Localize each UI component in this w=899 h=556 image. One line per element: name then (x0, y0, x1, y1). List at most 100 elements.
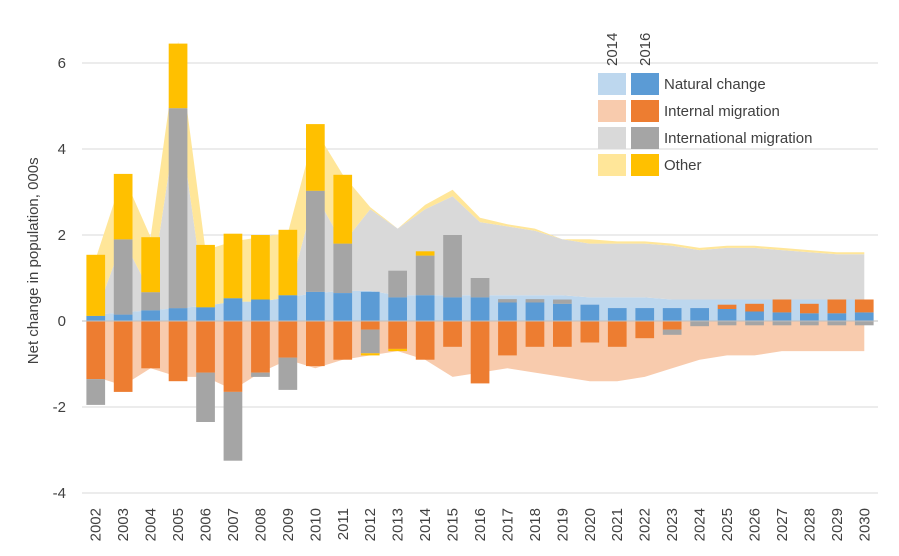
bar-internal-migration (306, 321, 325, 367)
bar-other (113, 173, 133, 240)
legend-year-2014: 2014 (604, 33, 621, 66)
bar-internal-migration (388, 321, 407, 349)
bar-international-migration (772, 321, 792, 326)
legend-swatch-2016 (631, 73, 659, 95)
x-tick-label: 2011 (335, 508, 352, 540)
bar-international-migration (854, 321, 874, 326)
x-tick-label: 2009 (280, 508, 297, 541)
y-tick-label: 0 (58, 313, 66, 330)
bar-natural-change (580, 304, 600, 321)
bar-international-migration (333, 243, 353, 293)
bar-natural-change (690, 308, 709, 321)
bar-international-migration (443, 235, 462, 298)
bar-natural-change (854, 312, 874, 321)
x-tick-label: 2012 (362, 508, 379, 541)
x-tick-label: 2021 (609, 508, 626, 541)
bar-natural-change (113, 314, 133, 321)
bar-natural-change (168, 308, 188, 321)
bar-natural-change (717, 309, 737, 321)
bar-international-migration (800, 321, 819, 326)
legend: 2014 2016 Natural change Internal migration… (598, 33, 812, 176)
bar-internal-migration (827, 299, 847, 314)
x-tick-label: 2028 (801, 508, 818, 541)
y-tick-label: -2 (53, 399, 66, 416)
bar-natural-change (278, 295, 298, 321)
bar-international-migration (223, 391, 243, 461)
bar-internal-migration (333, 321, 353, 360)
bar-international-migration (415, 255, 435, 296)
bar-natural-change (745, 311, 764, 321)
bar-international-migration (662, 329, 682, 335)
bar-natural-change (360, 291, 380, 321)
x-tick-label: 2020 (582, 508, 599, 541)
x-tick-label: 2018 (527, 508, 544, 541)
bar-international-migration (196, 372, 215, 422)
bar-natural-change (607, 308, 627, 321)
x-tick-label: 2004 (143, 508, 160, 541)
bar-internal-migration (251, 321, 270, 373)
bar-internal-migration (278, 321, 298, 358)
bar-international-migration (306, 190, 325, 292)
x-tick-label: 2024 (692, 508, 709, 541)
bar-natural-change (470, 297, 490, 321)
x-tick-label: 2019 (554, 508, 571, 541)
x-tick-label: 2010 (307, 508, 324, 541)
x-tick-label: 2008 (252, 508, 269, 541)
legend-swatch-2014 (598, 154, 626, 176)
x-tick-label: 2029 (829, 508, 846, 541)
bar-other (86, 254, 106, 316)
bar-natural-change (333, 293, 353, 321)
bar-international-migration (827, 321, 847, 326)
x-tick-label: 2003 (115, 508, 132, 541)
x-tick-label: 2027 (774, 508, 791, 541)
bar-internal-migration (717, 304, 737, 309)
bar-natural-change (553, 303, 572, 321)
bar-international-migration (278, 357, 298, 390)
legend-label: International migration (664, 130, 812, 147)
x-tick-label: 2023 (664, 508, 681, 541)
bar-international-migration (86, 379, 106, 405)
x-tick-label: 2007 (225, 508, 242, 541)
bar-other (168, 43, 188, 109)
bar-natural-change (306, 291, 325, 321)
bar-other (360, 353, 380, 356)
bar-international-migration (360, 329, 380, 354)
legend-swatch-2014 (598, 127, 626, 149)
bar-internal-migration (580, 321, 600, 343)
bar-natural-change (827, 313, 847, 321)
bar-internal-migration (415, 321, 435, 360)
bar-other (251, 235, 270, 300)
x-tick-label: 2025 (719, 508, 736, 541)
x-tick-label: 2005 (170, 508, 187, 541)
bar-internal-migration (113, 321, 133, 392)
bar-internal-migration (525, 321, 545, 347)
bar-natural-change (415, 295, 435, 321)
bar-other (196, 244, 215, 308)
bar-internal-migration (196, 321, 215, 373)
bar-internal-migration (800, 303, 819, 314)
y-tick-label: 6 (58, 55, 66, 72)
area-international-migration (95, 110, 865, 315)
bar-international-migration (113, 239, 133, 315)
bar-natural-change (662, 308, 682, 321)
bar-natural-change (196, 307, 215, 321)
legend-swatch-2016 (631, 127, 659, 149)
bar-international-migration (251, 372, 270, 377)
y-tick-label: 2 (58, 227, 66, 244)
x-tick-label: 2015 (445, 508, 462, 541)
bar-internal-migration (607, 321, 627, 347)
legend-swatch-2016 (631, 100, 659, 122)
bar-internal-migration (635, 321, 655, 339)
x-tick-label: 2013 (390, 508, 407, 541)
bar-natural-change (388, 297, 407, 321)
bar-internal-migration (553, 321, 572, 347)
legend-swatch-2016 (631, 154, 659, 176)
y-axis-label: Net change in population, 000s (25, 157, 42, 364)
x-tick-label: 2030 (856, 508, 873, 541)
bar-series-2016 (86, 43, 874, 461)
bar-international-migration (141, 292, 160, 311)
x-tick-label: 2022 (637, 508, 654, 541)
y-tick-labels: -4 -2 0 2 4 6 (53, 55, 66, 502)
bar-other (306, 124, 325, 191)
legend-swatch-2014 (598, 73, 626, 95)
